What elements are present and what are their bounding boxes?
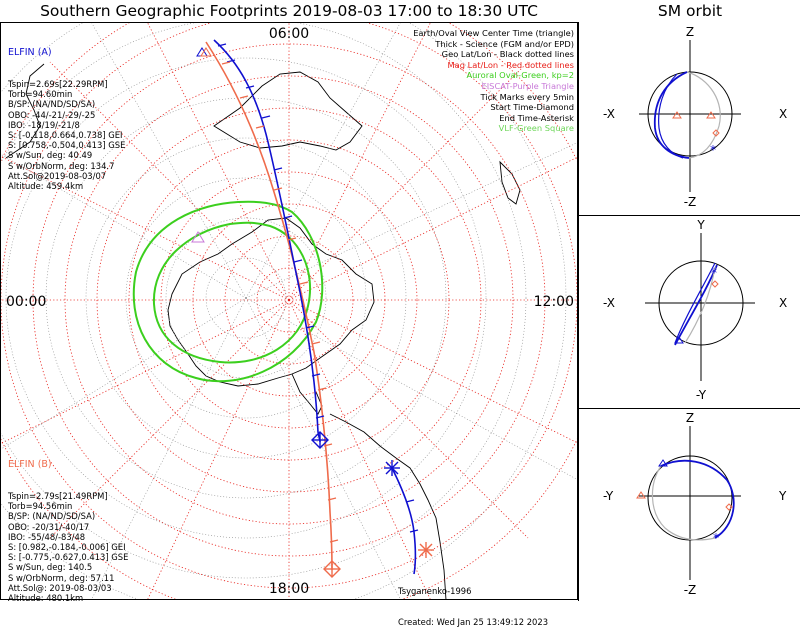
sm-xz-right-label: X [779,107,787,121]
legend-entry: Auroral Oval-Green, kp=2 [466,70,574,81]
sm-xz-left-label: -X [603,107,615,121]
elfin-a-line: Tspin=2.69s[22.29RPM] [8,79,108,90]
elfin-b-line: Tspin=2.79s[21.49RPM] [8,491,108,502]
elfin-b-line: S w/Sun, deg: 140.5 [8,562,93,573]
legend-entry: Earth/Oval View Center Time (triangle) [413,28,574,38]
elfin-a-lines: Tspin=2.69s[22.29RPM] Torb=94.60min B/SP: … [8,79,125,191]
elfin-a-line: Altitude: 459.4km [8,181,84,192]
sm-yz-bottom-label: -Z [684,583,697,597]
elfin-b-info: ELFIN (B) Tspin=2.79s[21.49RPM] Torb=94.5… [8,440,128,613]
sm-yz-right-label: Y [778,489,787,503]
view-center-triangles [196,47,212,57]
legend-entry: Thick - Science (FGM and/or EPD) [435,38,574,49]
elfin-a-track [213,39,417,575]
sm-yz-top-label: Z [686,411,694,425]
credits: Tsyganenko-1996 Created: Wed Jan 25 13:4… [398,566,548,637]
geo-grid [1,23,577,599]
elfin-a-line: S w/Sun, deg: 40.49 [8,150,93,161]
elfin-a-line: S: [-0.118,0.664,0.738] GEI [8,130,123,141]
auroral-oval-inner [152,221,312,364]
antarctica-coastline [167,217,375,387]
elfin-b-line: OBO: -20/31/-40/17 [8,521,90,532]
legend-entry: EISCAT-Purple Triangle [481,80,574,91]
sm-xy-right-label: X [779,296,787,310]
legend-entry: End Time-Asterisk [499,112,574,123]
sm-yz-left-label: -Y [603,489,614,503]
sm-orbit-title: SM orbit [657,2,723,20]
map-legend: Earth/Oval View Center Time (triangle) Th… [413,28,574,134]
plot-title: Southern Geographic Footprints 2019-08-0… [40,2,538,20]
elfin-b-name: ELFIN (B) [8,459,52,471]
sm-xy-top-label: Y [696,218,705,232]
legend-entry: VLF-Green Square [498,123,574,134]
footprint-map-panel: 06:00 00:00 12:00 18:00 [0,22,578,600]
elfin-a-ticks [217,43,419,533]
sm-xz-top-label: Z [686,25,694,39]
elfin-b-line: Altitude: 480.1km [8,593,84,604]
elfin-a-line: S w/OrbNorm, deg: 134.7 [8,160,115,171]
sm-xy-left-label: -X [603,296,615,310]
elfin-b-line: S w/OrbNorm, deg: 57.11 [8,572,115,583]
footprint-map: 06:00 00:00 12:00 18:00 [0,22,578,600]
elfin-a-line: Att.Sol@2019-08-03/07 [8,170,107,181]
legend-entry: Start Time-Diamond [490,102,574,113]
sm-panel-yz: Z -Z -Y Y * [578,408,800,601]
sm-panel-xy: Y -Y -X X * [578,215,800,409]
time-label-bottom: 18:00 [269,581,309,597]
elfin-a-line: B/SP: (NA/ND/SD/SA) [8,99,96,110]
south-america-coastline [329,413,447,599]
auroral-oval-outer [132,200,324,383]
sm-panel-xz: Z -Z -X X * [578,22,800,216]
africa-coastline [5,63,45,159]
elfin-a-line: IBO: -18/19/-21/8 [8,119,80,130]
end-asterisks [384,460,434,558]
created-timestamp: Created: Wed Jan 25 13:49:12 2023 [398,617,549,628]
elfin-a-end-asterisk [384,460,400,476]
elfin-b-line: S: [0.982,-0.184,-0.006] GEI [8,542,126,553]
time-label-right: 12:00 [534,294,574,310]
sm-xz-plot: Z -Z -X X * [603,25,787,209]
svg-text:*: * [711,266,717,280]
elfin-b-track [205,41,333,571]
sm-yz-plot: Z -Z -Y Y * [603,411,787,597]
elfin-b-lines: Tspin=2.79s[21.49RPM] Torb=94.56min B/SP: … [8,491,128,603]
legend-entry: Mag Lat/Lon - Red dotted lines [447,59,574,70]
time-label-top: 06:00 [269,26,309,42]
elfin-a-name: ELFIN (A) [8,47,52,59]
elfin-b-line: Att.Sol@: 2019-08-03/03 [8,582,112,593]
coastlines [5,63,521,599]
sm-xy-plot: Y -Y -X X * [603,218,787,402]
model-credit: Tsyganenko-1996 [398,586,472,597]
elfin-a-line: OBO: -44/-21/-29/-25 [8,109,96,120]
eiscat-triangle [191,231,205,243]
svg-text:*: * [710,143,716,157]
svg-text:*: * [713,531,719,545]
australia-coastline [213,71,363,151]
mag-grid [1,23,577,599]
elfin-b-line: S: [-0.775,-0.627,0.413] GSE [8,552,129,563]
elfin-b-ticks [221,61,339,543]
elfin-a-line: Torb=94.60min [8,89,73,100]
sm-xz-bottom-label: -Z [684,195,697,209]
elfin-b-line: Torb=94.56min [8,501,73,512]
time-label-left: 00:00 [6,294,46,310]
auroral-oval [132,200,324,383]
elfin-a-line: S: [0.758,-0.504,0.413] GSE [8,140,126,151]
elfin-b-end-asterisk [418,542,434,558]
start-diamonds [311,431,341,578]
elfin-b-line: IBO: -55/48/-83/48 [8,531,86,542]
sm-xy-bottom-label: -Y [696,388,707,402]
elfin-a-info: ELFIN (A) Tspin=2.69s[22.29RPM] Torb=94.6… [8,28,125,201]
legend-entry: Geo Lat/Lon - Black dotted lines [441,49,574,60]
elfin-b-line: B/SP: (NA/ND/SD/SA) [8,511,96,522]
legend-entry: Tick Marks every 5min [480,91,574,102]
